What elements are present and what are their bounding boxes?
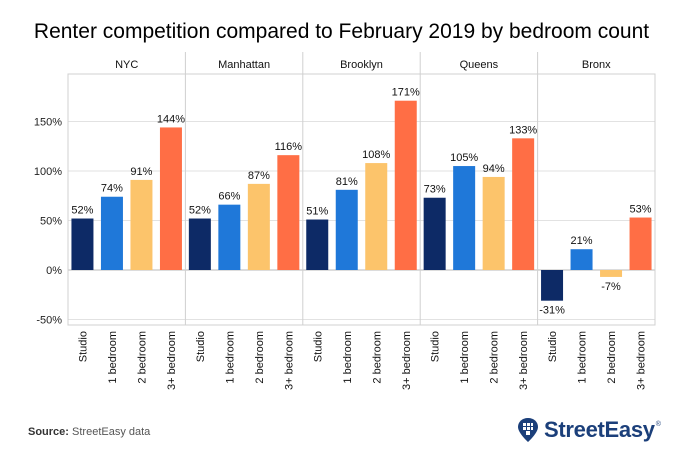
bar <box>130 179 153 270</box>
y-tick-label: -50% <box>36 315 62 327</box>
category-label: 3+ bedroom <box>166 331 178 390</box>
category-label: 3+ bedroom <box>283 331 295 390</box>
chart-title: Renter competition compared to February … <box>33 20 650 43</box>
data-label: 66% <box>218 191 240 203</box>
panel-label: NYC <box>115 59 138 71</box>
bar <box>247 183 270 270</box>
plot-border <box>67 73 656 326</box>
category-label: 2 bedroom <box>606 331 618 384</box>
category-label: 1 bedroom <box>224 331 236 384</box>
data-label: 81% <box>336 176 358 188</box>
bar <box>100 196 123 270</box>
bar <box>423 197 446 270</box>
category-label: 2 bedroom <box>254 331 266 384</box>
category-label: 1 bedroom <box>459 331 471 384</box>
brand-name: StreetEasy <box>544 417 655 442</box>
category-label: 3+ bedroom <box>636 331 648 390</box>
data-label: 87% <box>248 170 270 182</box>
data-label: 108% <box>362 149 390 161</box>
bar <box>306 219 329 270</box>
data-label: 53% <box>630 204 652 216</box>
bar <box>335 189 358 270</box>
data-label: 171% <box>392 87 420 99</box>
bar <box>482 176 505 270</box>
category-label: Studio <box>312 331 324 362</box>
data-label: -31% <box>539 305 565 317</box>
brand-registered-mark: ® <box>655 420 661 428</box>
category-label: 2 bedroom <box>371 331 383 384</box>
source-label: Source: <box>28 426 69 438</box>
data-label: 51% <box>306 206 328 218</box>
bar <box>188 218 211 270</box>
category-label: 1 bedroom <box>107 331 119 384</box>
bar <box>453 166 476 270</box>
data-label: 21% <box>571 235 593 247</box>
data-label: 133% <box>509 124 537 136</box>
bar <box>512 138 535 270</box>
category-label: 1 bedroom <box>342 331 354 384</box>
bar <box>600 270 623 277</box>
category-label: 2 bedroom <box>489 331 501 384</box>
data-label: 116% <box>275 141 303 153</box>
source-text: StreetEasy data <box>72 426 151 438</box>
panel-label: Brooklyn <box>340 59 383 71</box>
panel-header-band <box>68 52 655 74</box>
category-label: 2 bedroom <box>136 331 148 384</box>
category-label: 3+ bedroom <box>401 331 413 390</box>
bar <box>365 163 388 270</box>
bar <box>541 270 564 301</box>
y-tick-label: 100% <box>34 166 62 178</box>
category-label: Studio <box>547 331 559 362</box>
source-note: Source: StreetEasy data <box>28 426 150 438</box>
category-label: Studio <box>195 331 207 362</box>
panel-label: Queens <box>460 59 499 71</box>
bar <box>570 249 593 270</box>
panel-label: Bronx <box>582 59 611 71</box>
panel-label: Manhattan <box>218 59 270 71</box>
data-label: 144% <box>157 113 185 125</box>
bar <box>218 204 241 270</box>
data-label: 52% <box>189 205 211 217</box>
building-icon <box>518 418 538 442</box>
streeteasy-logo[interactable]: StreetEasy ® <box>517 416 661 444</box>
bar <box>277 155 300 270</box>
bar <box>159 127 182 270</box>
y-tick-label: 150% <box>34 117 62 129</box>
data-label: 74% <box>101 183 123 195</box>
data-label: 52% <box>71 205 93 217</box>
category-label: Studio <box>77 331 89 362</box>
data-label: 91% <box>130 166 152 178</box>
category-label: 3+ bedroom <box>518 331 530 390</box>
data-label: 105% <box>450 152 478 164</box>
data-label: 73% <box>424 184 446 196</box>
y-tick-label: 0% <box>46 265 62 277</box>
bar <box>394 100 417 271</box>
data-label: 94% <box>483 163 505 175</box>
category-label: Studio <box>430 331 442 362</box>
bar <box>629 217 652 270</box>
y-tick-label: 50% <box>40 216 62 228</box>
category-label: 1 bedroom <box>577 331 589 384</box>
bar <box>71 218 94 270</box>
data-label: -7% <box>601 281 621 293</box>
